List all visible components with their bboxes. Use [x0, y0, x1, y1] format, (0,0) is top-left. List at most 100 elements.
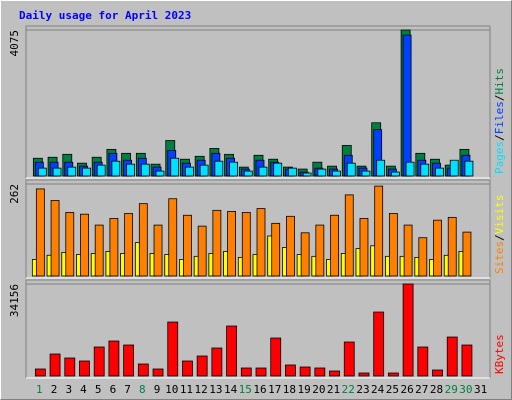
x-tick-label: 17 [268, 383, 281, 396]
bar [197, 225, 207, 277]
x-tick-label: 29 [445, 383, 458, 396]
x-tick-label: 23 [356, 383, 369, 396]
bar [273, 162, 283, 177]
bar [286, 215, 295, 277]
x-tick-label: 9 [154, 383, 161, 396]
bar [420, 163, 430, 177]
bar [111, 160, 121, 177]
bar [94, 224, 104, 277]
legend: Sites/Visits [493, 195, 506, 275]
bar [462, 231, 472, 277]
x-tick-label: 12 [195, 383, 208, 396]
bar [256, 208, 266, 277]
x-tick-label: 21 [327, 383, 340, 396]
x-tick-label: 14 [224, 383, 238, 396]
bar [388, 213, 398, 277]
x-tick-label: 1 [36, 383, 43, 396]
bar [300, 232, 310, 277]
bar [285, 364, 296, 377]
x-tick-label: 5 [95, 383, 102, 396]
legend-entry: Sites [493, 241, 506, 274]
x-tick-label: 31 [474, 383, 487, 396]
bar [155, 170, 165, 177]
bar [288, 167, 297, 177]
bar [403, 224, 413, 277]
legend-separator: / [493, 95, 506, 102]
bar [317, 168, 327, 177]
bar [153, 224, 163, 277]
bar [212, 209, 222, 277]
bar [346, 162, 356, 177]
bar [170, 157, 180, 177]
bar [183, 214, 192, 277]
bar [67, 166, 77, 177]
bar [109, 218, 119, 277]
bar [405, 161, 415, 177]
bar [35, 188, 45, 277]
bar [432, 369, 443, 377]
bar [227, 210, 236, 277]
bar [270, 337, 282, 377]
bar [167, 321, 179, 377]
bar [464, 160, 474, 177]
bar [376, 159, 386, 177]
bar [435, 167, 444, 177]
bar [402, 34, 412, 177]
bar [446, 336, 458, 377]
bar [315, 224, 325, 277]
bar [329, 370, 340, 377]
bar [80, 213, 89, 277]
bar [82, 167, 91, 177]
bar [52, 167, 62, 177]
bar [373, 311, 385, 377]
x-tick-label: 28 [430, 383, 443, 396]
bar [79, 360, 90, 377]
legend-entry: Visits [493, 195, 506, 235]
bar [402, 283, 414, 377]
bar [361, 170, 371, 177]
bar [374, 185, 384, 277]
x-tick-label: 15 [239, 383, 252, 396]
x-tick-label: 2 [51, 383, 58, 396]
legend: KBytes [493, 334, 506, 374]
bar [387, 372, 399, 377]
bar [96, 164, 106, 177]
bar [229, 161, 238, 177]
bar [271, 222, 281, 277]
legend-entry: KBytes [493, 334, 506, 374]
x-tick-label: 18 [283, 383, 296, 396]
legend: Pages/Files/Hits [493, 68, 506, 174]
bar [34, 368, 46, 377]
bar [126, 163, 136, 177]
bar [330, 214, 339, 277]
legend-entry: Pages [493, 141, 506, 174]
x-tick-label: 3 [65, 383, 72, 396]
bar [332, 170, 341, 177]
x-tick-label: 20 [312, 383, 325, 396]
bar [93, 346, 105, 377]
bar [152, 368, 164, 377]
bar [182, 360, 193, 377]
bar [359, 218, 369, 277]
bar [137, 363, 149, 377]
bar [199, 164, 209, 177]
x-tick-label: 24 [371, 383, 385, 396]
bar [240, 367, 252, 377]
bar [138, 203, 148, 277]
x-tick-label: 11 [180, 383, 193, 396]
legend-separator: / [493, 234, 506, 241]
bar [214, 160, 224, 177]
bar [123, 344, 135, 377]
x-tick-label: 8 [139, 383, 146, 396]
legend-separator: / [493, 134, 506, 141]
x-tick-label: 22 [342, 383, 355, 396]
x-tick-label: 26 [400, 383, 413, 396]
bar [343, 341, 355, 377]
x-tick-label: 4 [80, 383, 87, 396]
x-tick-label: 30 [459, 383, 472, 396]
bar [65, 212, 75, 277]
x-tick-label: 27 [415, 383, 428, 396]
x-tick-label: 7 [124, 383, 131, 396]
